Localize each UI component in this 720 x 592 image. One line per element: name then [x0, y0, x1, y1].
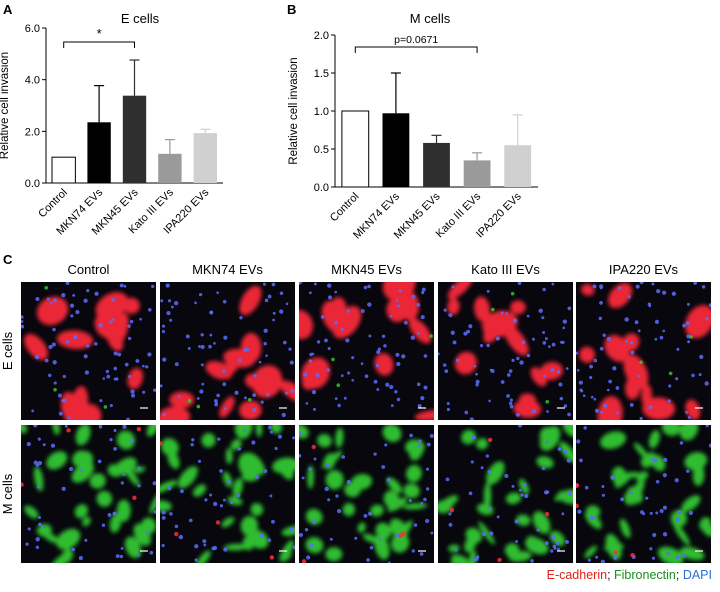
microscopy-panel: Control MKN74 EVs MKN45 EVs Kato III EVs IPA…: [0, 262, 711, 563]
e-cells-image: [160, 282, 295, 420]
chart1-bar: [463, 160, 491, 187]
e-cells-image: [21, 282, 156, 420]
stain-legend: E-cadherin; Fibronectin; DAPI: [547, 568, 712, 582]
legend-item: Fibronectin: [614, 568, 676, 582]
chart1-significance-label: p=0.0671: [394, 34, 438, 46]
m-cells-image: [576, 425, 711, 563]
chart0-bar: [122, 95, 147, 183]
chart1-bar: [504, 145, 532, 187]
chart1-bar: [423, 142, 450, 187]
m-cells-image: [438, 425, 573, 563]
chart0-y-axis-label: Relative cell invasion: [0, 52, 11, 159]
chart0-bar: [158, 153, 182, 183]
legend-item: ;: [607, 568, 614, 582]
chart1-bar: [341, 110, 370, 188]
chart1-y-tick-label: 1.5: [314, 68, 329, 80]
panel-letter-b: B: [287, 2, 296, 17]
chart1-y-tick-label: 0.5: [314, 144, 329, 156]
chart1-bar: [382, 113, 410, 187]
panel-letter-c: C: [3, 252, 13, 267]
chart1-title: M cells: [410, 11, 451, 26]
m-cells-image: [160, 425, 295, 563]
chart0-significance-bracket: [63, 41, 135, 48]
chart0-bar: [87, 122, 111, 183]
chart1-y-tick-label: 1.0: [314, 106, 329, 118]
micro-row-label: M cells: [0, 473, 15, 514]
legend-item: E-cadherin: [547, 568, 607, 582]
chart0-bar: [51, 156, 76, 184]
legend-item: DAPI: [683, 568, 712, 582]
chart0-y-tick-label: 2.0: [25, 126, 40, 138]
e-cells-image: [576, 282, 711, 420]
chart1-y-tick-label: 2.0: [314, 30, 329, 42]
chart0-bar: [193, 133, 217, 183]
chart0-title: E cells: [121, 11, 160, 26]
micro-column-header: MKN74 EVs: [192, 262, 263, 277]
micro-row-label: E cells: [0, 331, 15, 370]
micro-column-header: MKN45 EVs: [331, 262, 402, 277]
panel-letter-a: A: [3, 2, 13, 17]
chart0-x-tick-label: Control: [36, 187, 70, 221]
chart-m-cells: M cells Relative cell invasion 0.0 0.5 1.0 1.…: [288, 11, 538, 241]
chart0-y-tick-label: 0.0: [25, 178, 40, 190]
chart0-y-tick-label: 4.0: [25, 75, 40, 87]
chart1-y-tick-label: 0.0: [314, 182, 329, 194]
chart0-y-tick-label: 6.0: [25, 23, 40, 35]
micro-column-header: IPA220 EVs: [609, 262, 679, 277]
chart1-significance-bracket: [354, 46, 478, 53]
chart-e-cells: E cells Relative cell invasion 0.0 2.0 4.0 6.…: [0, 11, 223, 237]
chart1-x-tick-label: Control: [328, 191, 362, 225]
e-cells-image: [438, 282, 573, 420]
micro-column-header: Kato III EVs: [471, 262, 540, 277]
m-cells-image: [299, 425, 434, 563]
legend-item: ;: [676, 568, 683, 582]
chart0-significance-label: *: [97, 26, 102, 41]
chart1-y-axis-label: Relative cell invasion: [288, 57, 300, 164]
micro-column-header: Control: [68, 262, 110, 277]
e-cells-image: [299, 282, 434, 420]
m-cells-image: [21, 425, 156, 563]
